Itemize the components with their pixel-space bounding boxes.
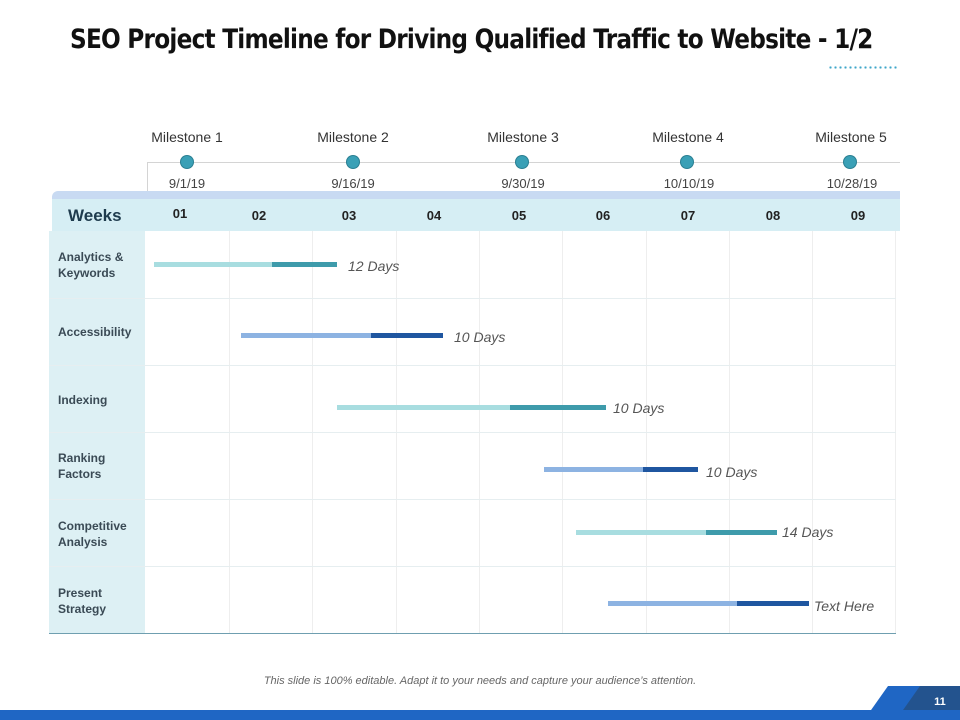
duration-indexing: 10 Days	[613, 400, 665, 416]
milestone-2-date: 9/16/19	[331, 176, 375, 191]
gantt-bar-planned	[153, 262, 273, 267]
gantt-bar-planned	[544, 467, 643, 472]
header-band	[52, 191, 900, 201]
milestone-5-date: 10/28/19	[826, 176, 878, 191]
task-label-present-strategy: Present Strategy	[58, 586, 107, 616]
milestone-4-dot	[681, 156, 693, 168]
milestone-5-label: Milestone 5	[815, 129, 887, 145]
gantt-bar-actual	[272, 262, 338, 267]
duration-accessibility: 10 Days	[454, 329, 506, 345]
row-separator	[49, 499, 896, 500]
footer-note: This slide is 100% editable. Adapt it to…	[263, 675, 697, 687]
gantt-bar	[607, 601, 810, 606]
duration-analytics-keywords: 12 Days	[348, 258, 400, 274]
task-label-ranking-factors: Ranking Factors	[58, 451, 106, 481]
week-01: 01	[172, 206, 188, 221]
week-08: 08	[765, 208, 781, 223]
gantt-bar	[337, 405, 607, 410]
gantt-bar-actual	[737, 601, 810, 606]
milestone-3-label: Milestone 3	[487, 129, 559, 145]
milestone-2-dot	[347, 156, 359, 168]
milestone-1-label: Milestone 1	[151, 129, 223, 145]
milestone-1-dot	[181, 156, 193, 168]
task-label-indexing: Indexing	[58, 393, 108, 407]
duration-competitive-analysis: 14 Days	[782, 524, 834, 540]
duration-ranking-factors: 10 Days	[706, 464, 758, 480]
footer-bar	[0, 710, 960, 720]
gantt-bar	[153, 262, 338, 267]
task-label-competitive-analysis: Competitive Analysis	[58, 519, 127, 549]
duration-present-strategy: Text Here	[814, 598, 875, 614]
milestone-2-label: Milestone 2	[317, 129, 389, 145]
page-number: 11	[934, 696, 946, 708]
week-06: 06	[595, 208, 611, 223]
gantt-bar-actual	[705, 530, 778, 535]
row-separator	[49, 432, 896, 433]
milestone-5-dot	[844, 156, 856, 168]
milestone-start-tick	[147, 162, 148, 192]
gantt-bar	[576, 530, 778, 535]
week-07: 07	[680, 208, 696, 223]
milestone-4-label: Milestone 4	[652, 129, 724, 145]
title-dots-decoration	[828, 66, 898, 69]
week-05: 05	[511, 208, 527, 223]
row-separator	[49, 566, 896, 567]
row-separator	[49, 298, 896, 299]
gantt-bar	[241, 333, 444, 338]
gantt-bar-planned	[576, 530, 706, 535]
milestone-1-date: 9/1/19	[168, 176, 206, 191]
milestone-4-date: 10/10/19	[663, 176, 715, 191]
gantt-bar-planned	[337, 405, 511, 410]
gantt-bar	[544, 467, 699, 472]
week-09: 09	[850, 208, 866, 223]
gantt-bar-actual	[642, 467, 699, 472]
milestone-3-date: 9/30/19	[501, 176, 545, 191]
week-02: 02	[251, 208, 267, 223]
weeks-header-label: Weeks	[68, 206, 122, 225]
gantt-bar-actual	[370, 333, 444, 338]
milestone-3-dot	[516, 156, 528, 168]
gantt-bar-actual	[510, 405, 607, 410]
gantt-bar-planned	[241, 333, 371, 338]
slide-title: SEO Project Timeline for Driving Qualifi…	[70, 24, 873, 55]
week-03: 03	[341, 208, 357, 223]
task-label-analytics-keywords: Analytics & Keywords	[58, 250, 124, 280]
row-separator	[49, 365, 896, 366]
task-label-accessibility: Accessibility	[58, 325, 132, 339]
week-04: 04	[426, 208, 442, 223]
weeks-header-bar	[52, 199, 900, 231]
gantt-bar-planned	[607, 601, 738, 606]
grid-bottom-line	[49, 633, 896, 634]
